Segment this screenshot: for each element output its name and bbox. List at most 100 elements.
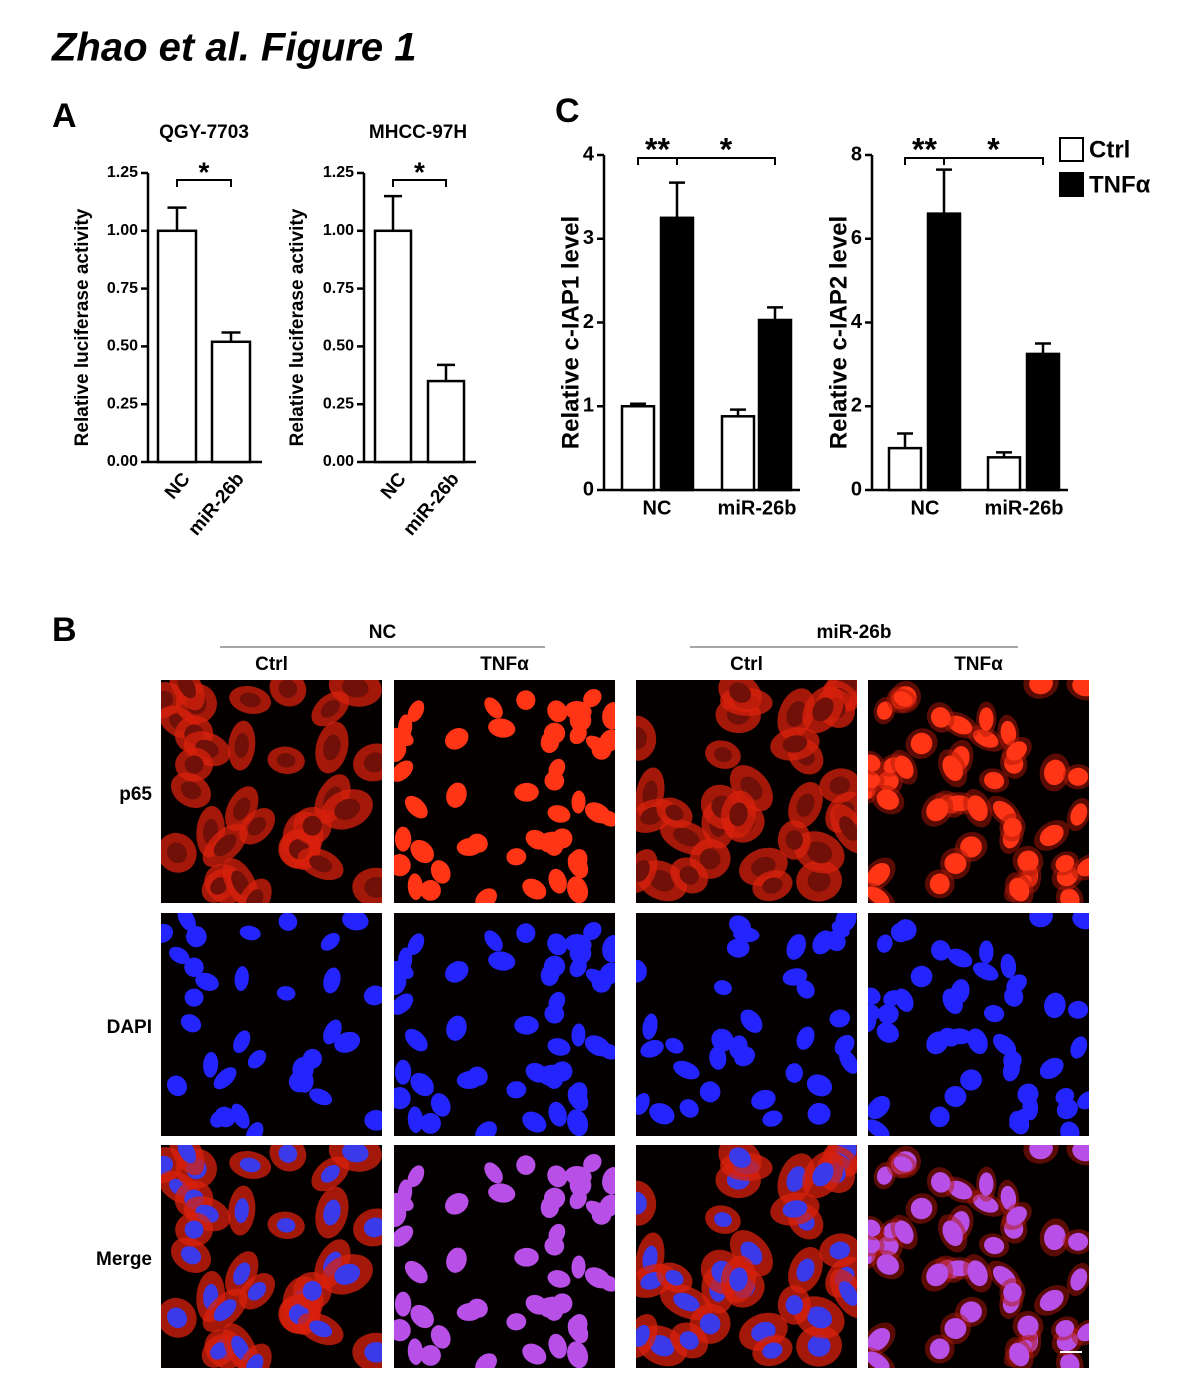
column-label: Ctrl xyxy=(255,654,288,675)
cell-nucleus xyxy=(796,980,815,999)
cell-nucleus xyxy=(762,877,783,894)
significance-label: ** xyxy=(912,131,937,167)
cell-nucleus xyxy=(979,940,994,964)
cell-nucleus xyxy=(972,1194,999,1213)
cell-nucleus xyxy=(894,1220,914,1244)
cell-nucleus xyxy=(640,1039,664,1058)
cell-nucleus xyxy=(276,986,296,1001)
cell-nucleus xyxy=(276,1218,296,1233)
cell-nucleus xyxy=(394,737,407,763)
cell-nucleus xyxy=(569,709,592,732)
cell-nucleus xyxy=(1070,1036,1088,1059)
cell-nucleus xyxy=(420,1112,441,1134)
bar xyxy=(1025,352,1061,492)
cell-nucleus xyxy=(404,795,428,819)
cell-nucleus xyxy=(785,1295,803,1315)
cell-nucleus xyxy=(245,1354,264,1368)
cell-nucleus xyxy=(247,1050,267,1069)
cell-nucleus xyxy=(180,781,202,800)
cell-nucleus xyxy=(910,1197,933,1220)
significance-bracket xyxy=(676,157,776,165)
cell-nucleus xyxy=(239,925,261,941)
bar xyxy=(156,229,198,464)
cell-nucleus xyxy=(984,771,1005,790)
cell-nucleus xyxy=(839,1049,857,1074)
cell-nucleus xyxy=(522,878,547,900)
cell-nucleus xyxy=(404,1028,428,1052)
cell-nucleus xyxy=(806,1306,833,1329)
cell-nucleus xyxy=(184,755,204,774)
cell-nucleus xyxy=(642,1013,658,1040)
cell-nucleus xyxy=(967,1260,988,1287)
significance-label: * xyxy=(414,156,425,187)
cell-nucleus xyxy=(364,1110,382,1131)
cell-nucleus xyxy=(547,700,568,723)
cell-nucleus xyxy=(729,915,751,936)
cell-nucleus xyxy=(929,1338,950,1360)
y-tick-label: 8 xyxy=(851,143,862,165)
cell-nucleus xyxy=(807,869,831,892)
cell-nucleus xyxy=(1070,803,1088,826)
cell-nucleus xyxy=(168,946,190,964)
cell-nucleus xyxy=(394,1087,411,1110)
cell-nucleus xyxy=(960,1069,982,1091)
cell-nucleus xyxy=(320,932,340,951)
cell-nucleus xyxy=(649,1103,675,1125)
micrograph xyxy=(161,1145,382,1368)
cell-nucleus xyxy=(636,726,647,750)
cell-nucleus xyxy=(599,729,615,752)
cell-nucleus xyxy=(506,1081,527,1099)
cell-nucleus xyxy=(1000,720,1017,746)
cell-nucleus xyxy=(1044,992,1066,1019)
significance-label: * xyxy=(987,131,1000,167)
cell-nucleus xyxy=(571,1255,586,1279)
cell-nucleus xyxy=(665,804,684,821)
cell-nucleus xyxy=(910,965,933,988)
cell-nucleus xyxy=(868,1095,891,1120)
cell-nucleus xyxy=(1006,741,1027,761)
cell-nucleus xyxy=(278,680,298,698)
cell-nucleus xyxy=(984,1236,1005,1255)
cell-nucleus xyxy=(410,839,434,864)
panel-label: A xyxy=(52,97,77,135)
cell-nucleus xyxy=(180,1014,202,1033)
cell-nucleus xyxy=(233,797,251,821)
cell-nucleus xyxy=(806,1074,833,1097)
cell-nucleus xyxy=(1055,854,1075,872)
cell-nucleus xyxy=(1000,953,1017,979)
cell-nucleus xyxy=(729,1035,748,1060)
cell-nucleus xyxy=(233,1030,251,1054)
legend-label: TNFα xyxy=(1089,171,1151,198)
cell-nucleus xyxy=(404,1260,428,1284)
cell-nucleus xyxy=(394,1291,412,1317)
cell-nucleus xyxy=(868,862,891,887)
cell-nucleus xyxy=(278,913,298,931)
cell-nucleus xyxy=(944,1318,967,1340)
cell-nucleus xyxy=(868,1119,890,1136)
cell-nucleus xyxy=(711,1028,734,1052)
cell-nucleus xyxy=(926,1031,949,1055)
cell-nucleus xyxy=(942,755,963,782)
cell-nucleus xyxy=(247,817,267,836)
cell-nucleus xyxy=(484,697,503,719)
cell-nucleus xyxy=(868,770,880,789)
cell-nucleus xyxy=(234,733,249,759)
cell-nucleus xyxy=(552,1293,573,1314)
cell-nucleus xyxy=(599,1194,615,1217)
cell-nucleus xyxy=(161,923,174,943)
cell-nucleus xyxy=(334,1031,361,1053)
cell-nucleus xyxy=(942,988,963,1015)
cell-nucleus xyxy=(929,873,950,895)
cell-nucleus xyxy=(475,888,497,903)
cell-nucleus xyxy=(665,1037,684,1054)
legend-label: Ctrl xyxy=(1089,136,1130,163)
bar xyxy=(210,340,252,464)
cell-nucleus xyxy=(679,1331,699,1350)
error-bar xyxy=(897,432,913,449)
cell-nucleus xyxy=(876,934,893,953)
figure-title: Zhao et al. Figure 1 xyxy=(51,26,417,70)
error-bar xyxy=(221,331,241,342)
cell-nucleus xyxy=(1060,1121,1080,1136)
cell-nucleus xyxy=(363,752,382,773)
